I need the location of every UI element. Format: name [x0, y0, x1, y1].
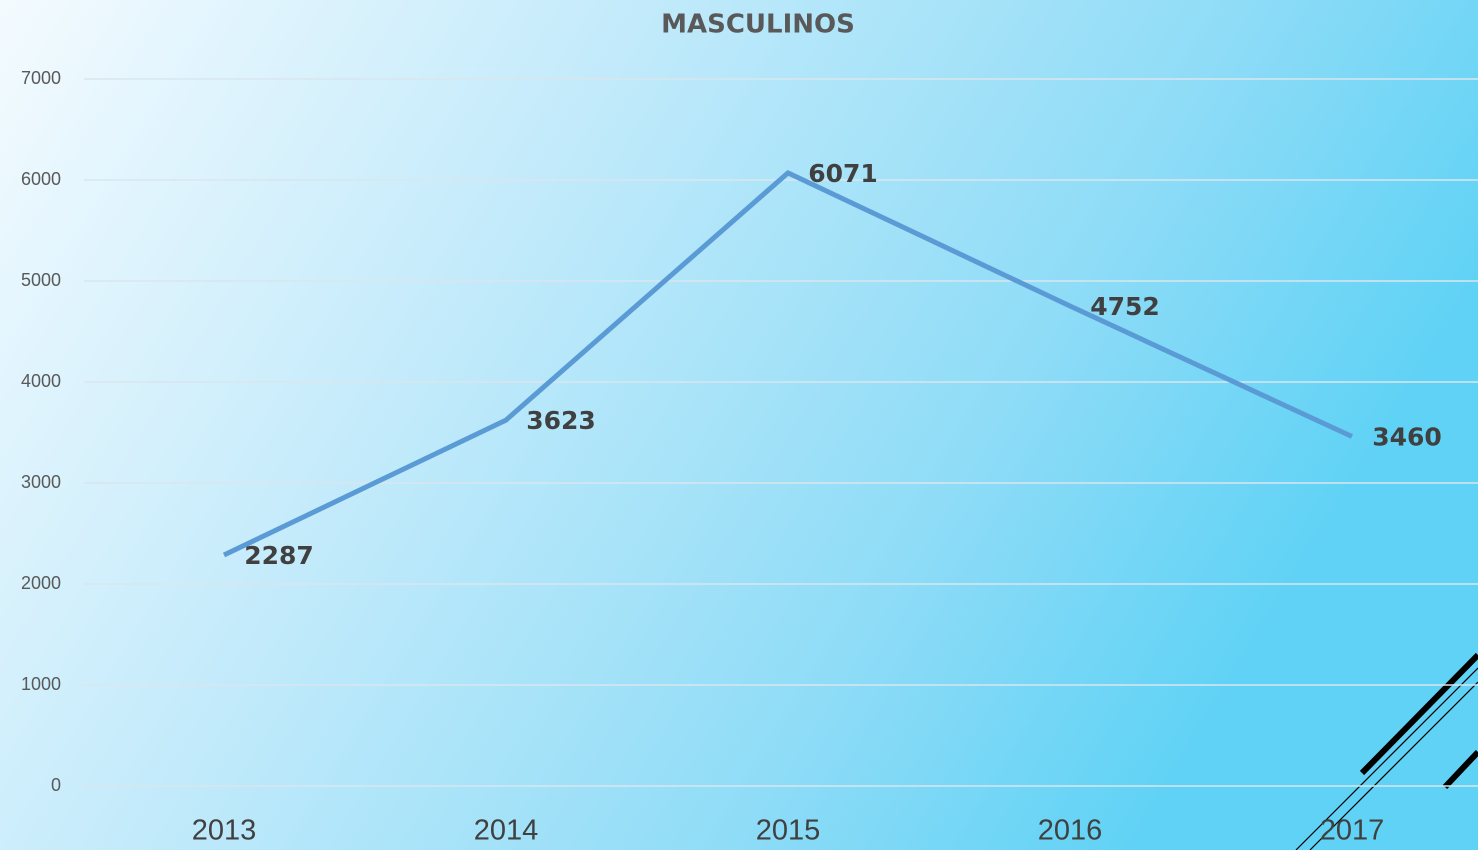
data-label: 3460: [1372, 423, 1442, 452]
y-tick-label: 6000: [21, 169, 61, 189]
x-tick-label: 2017: [1320, 815, 1385, 847]
y-tick-label: 2000: [21, 573, 61, 593]
x-tick-label: 2015: [756, 815, 821, 847]
decoration: [1295, 652, 1478, 850]
data-label: 6071: [808, 159, 878, 188]
y-tick-label: 4000: [21, 371, 61, 391]
x-tick-label: 2014: [474, 815, 539, 847]
chart-title: MASCULINOS: [661, 10, 855, 40]
data-label: 2287: [244, 541, 314, 570]
y-tick-label: 7000: [21, 68, 61, 88]
x-tick-label: 2016: [1038, 815, 1103, 847]
y-tick-label: 3000: [21, 472, 61, 492]
y-tick-label: 0: [51, 775, 61, 795]
line: [222, 170, 1354, 558]
data-label: 3623: [526, 406, 596, 435]
x-tick-label: 2013: [192, 815, 257, 847]
y-tick-label: 5000: [21, 270, 61, 290]
y-tick-label: 1000: [21, 674, 61, 694]
data-label: 4752: [1090, 292, 1160, 321]
